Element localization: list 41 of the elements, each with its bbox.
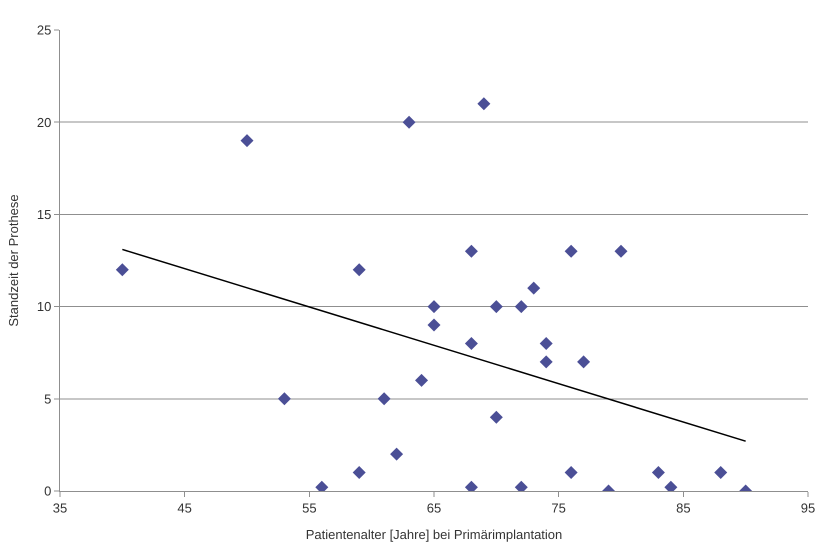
point xyxy=(564,466,578,480)
x-tick-label: 65 xyxy=(426,500,442,516)
point xyxy=(540,355,553,368)
point xyxy=(402,116,416,129)
point xyxy=(278,392,291,406)
point xyxy=(390,448,404,461)
point xyxy=(577,355,590,368)
x-tick-label: 75 xyxy=(551,500,566,516)
y-tick-label: 15 xyxy=(36,206,52,222)
y-tick-label: 25 xyxy=(36,22,52,38)
x-tick-label: 55 xyxy=(302,500,317,516)
point xyxy=(564,244,578,258)
x-axis-title: Patientenalter [Jahre] bei Primärimplantation xyxy=(306,527,562,542)
x-tick-label: 45 xyxy=(177,500,192,516)
point xyxy=(428,300,440,314)
y-tick-label: 5 xyxy=(44,391,52,406)
y-axis-title: Standzeit der Prothese xyxy=(6,194,21,327)
y-tick-label: 0 xyxy=(44,484,52,499)
x-tick-label: 95 xyxy=(800,500,816,516)
y-tick-label: 20 xyxy=(36,114,52,130)
point xyxy=(514,300,528,314)
point xyxy=(428,318,440,332)
point xyxy=(352,466,366,480)
x-tick-label: 35 xyxy=(52,500,68,516)
point xyxy=(540,336,553,350)
point xyxy=(352,263,366,276)
point xyxy=(415,374,428,387)
point xyxy=(614,244,628,258)
x-tick-label: 85 xyxy=(676,500,691,516)
point xyxy=(490,410,503,424)
point xyxy=(116,263,129,276)
point xyxy=(652,466,665,480)
point xyxy=(464,244,478,258)
point xyxy=(527,282,540,295)
point xyxy=(378,392,391,406)
point xyxy=(714,466,728,480)
point xyxy=(477,97,490,110)
point xyxy=(240,134,254,148)
y-tick-label: 10 xyxy=(36,299,52,314)
point xyxy=(464,336,478,350)
point xyxy=(490,300,503,314)
